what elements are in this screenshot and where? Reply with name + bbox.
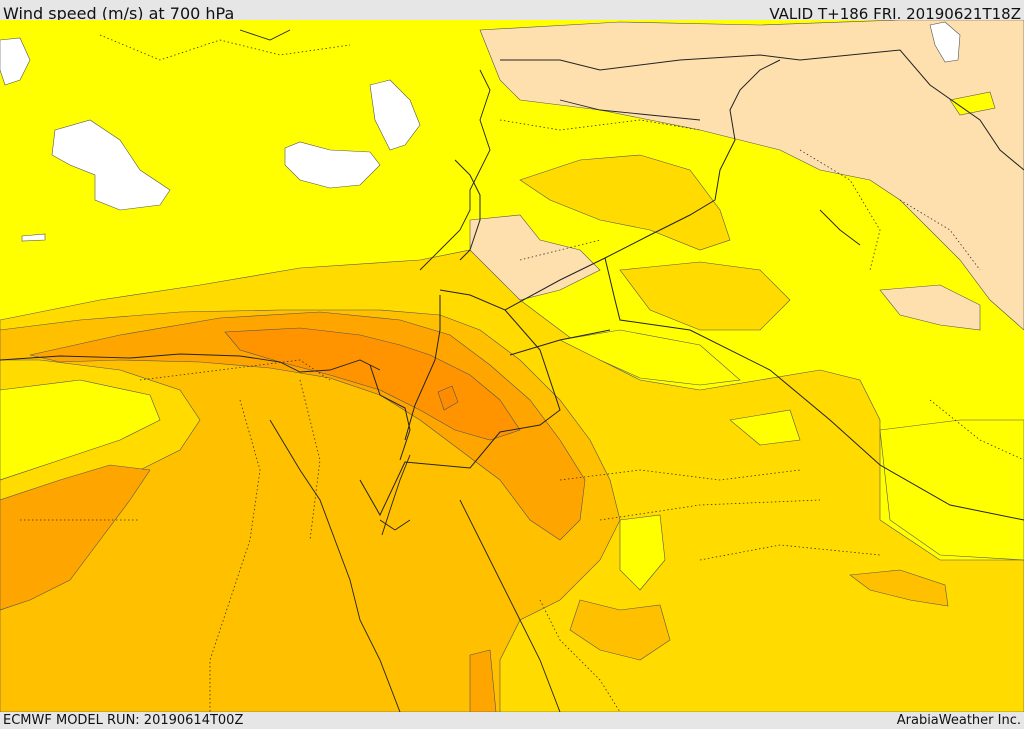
wind-zone-beige bbox=[479, 20, 1024, 331]
wind-zone-yellow bbox=[619, 514, 666, 591]
model-run-label: ECMWF MODEL RUN: 20190614T00Z bbox=[3, 713, 244, 728]
wind-zone-yellow bbox=[0, 379, 161, 481]
wind-zone-beige bbox=[879, 284, 981, 331]
wind-zone-calm bbox=[51, 119, 171, 211]
wind-zone-yellow bbox=[559, 329, 741, 386]
wind-zone-yellow-orange bbox=[849, 569, 949, 607]
province-borders bbox=[20, 34, 1024, 712]
wind-zone-dark-orange bbox=[437, 385, 459, 411]
map-header: Wind speed (m/s) at 700 hPa VALID T+186 … bbox=[0, 0, 1024, 23]
valid-time: VALID T+186 FRI. 20190621T18Z bbox=[769, 5, 1021, 23]
wind-zone-calm bbox=[369, 79, 421, 151]
wind-zone-yellow bbox=[879, 419, 1024, 561]
wind-zone-yellow-orange bbox=[569, 599, 671, 661]
wind-speed-map bbox=[0, 20, 1024, 712]
wind-zone-orange bbox=[0, 464, 151, 611]
wind-zone-dark-orange bbox=[224, 327, 521, 441]
credit-label: ArabiaWeather Inc. bbox=[896, 713, 1021, 728]
wind-zone-calm bbox=[0, 37, 31, 86]
wind-zone-calm bbox=[284, 141, 381, 189]
country-borders bbox=[359, 49, 1024, 521]
wind-zone-calm bbox=[21, 233, 46, 242]
wind-zone-calm bbox=[929, 21, 961, 63]
wind-zone-gold bbox=[519, 154, 731, 251]
coastlines bbox=[0, 29, 861, 712]
map-footer: ECMWF MODEL RUN: 20190614T00Z ArabiaWeat… bbox=[0, 712, 1024, 729]
wind-zone-gold bbox=[619, 261, 791, 331]
wind-zone-orange bbox=[469, 649, 497, 712]
map-title: Wind speed (m/s) at 700 hPa bbox=[3, 4, 235, 23]
wind-zone-yellow bbox=[729, 409, 801, 446]
wind-zone-yellow bbox=[949, 91, 996, 116]
